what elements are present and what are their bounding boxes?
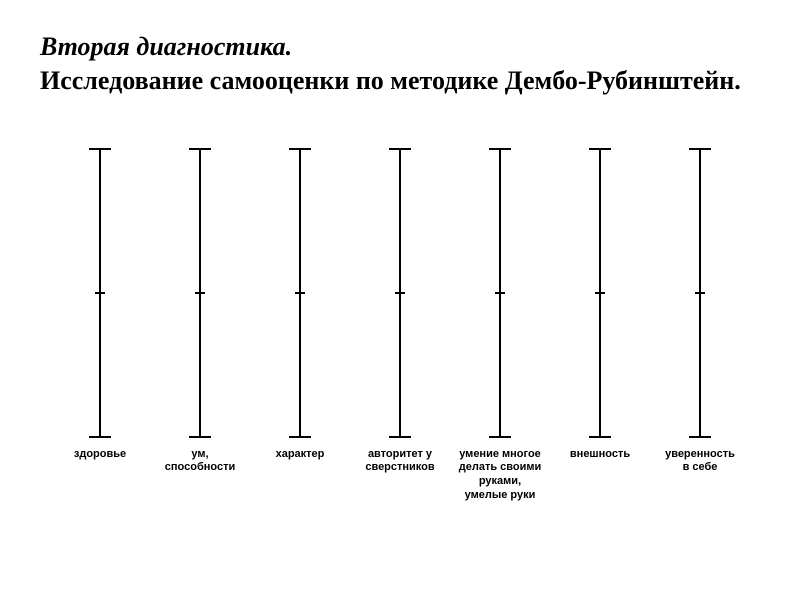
title-line-1: Вторая диагностика. bbox=[40, 30, 760, 64]
scale-cap-top bbox=[289, 148, 311, 150]
scale-midtick bbox=[395, 292, 405, 294]
scale-label-2: характер bbox=[250, 448, 350, 462]
scale-line-2 bbox=[285, 148, 315, 438]
scale-line-1 bbox=[185, 148, 215, 438]
scale-cap-bottom bbox=[289, 436, 311, 438]
scale-cap-bottom bbox=[489, 436, 511, 438]
scale-item-4: умение многоеделать своимируками,умелые … bbox=[450, 148, 550, 503]
scale-cap-bottom bbox=[589, 436, 611, 438]
scale-cap-top bbox=[89, 148, 111, 150]
scale-line-6 bbox=[685, 148, 715, 438]
scale-midtick bbox=[495, 292, 505, 294]
scale-midtick bbox=[195, 292, 205, 294]
scale-cap-top bbox=[389, 148, 411, 150]
scale-item-3: авторитет усверстников bbox=[350, 148, 450, 476]
scale-cap-top bbox=[589, 148, 611, 150]
scale-line-0 bbox=[85, 148, 115, 438]
scale-cap-bottom bbox=[689, 436, 711, 438]
scale-midtick bbox=[695, 292, 705, 294]
scale-label-1: ум,способности bbox=[150, 448, 250, 476]
scale-label-3: авторитет усверстников bbox=[350, 448, 450, 476]
scale-cap-bottom bbox=[389, 436, 411, 438]
scale-line-4 bbox=[485, 148, 515, 438]
title-line-2: Исследование самооценки по методике Демб… bbox=[40, 64, 760, 98]
scale-item-1: ум,способности bbox=[150, 148, 250, 476]
scale-midtick bbox=[295, 292, 305, 294]
scale-cap-bottom bbox=[89, 436, 111, 438]
scale-midtick bbox=[595, 292, 605, 294]
scale-label-6: уверенностьв себе bbox=[650, 448, 750, 476]
scale-item-0: здоровье bbox=[50, 148, 150, 462]
scale-cap-top bbox=[489, 148, 511, 150]
scale-cap-top bbox=[689, 148, 711, 150]
scale-label-0: здоровье bbox=[50, 448, 150, 462]
scale-cap-bottom bbox=[189, 436, 211, 438]
scale-label-5: внешность bbox=[550, 448, 650, 462]
scale-label-4: умение многоеделать своимируками,умелые … bbox=[450, 448, 550, 503]
scale-line-3 bbox=[385, 148, 415, 438]
scale-line-5 bbox=[585, 148, 615, 438]
scale-item-2: характер bbox=[250, 148, 350, 462]
scale-cap-top bbox=[189, 148, 211, 150]
scale-midtick bbox=[95, 292, 105, 294]
scales-container: здоровьеум,способностихарактеравторитет … bbox=[40, 148, 760, 503]
scale-item-5: внешность bbox=[550, 148, 650, 462]
scale-item-6: уверенностьв себе bbox=[650, 148, 750, 476]
title-block: Вторая диагностика. Исследование самооце… bbox=[40, 30, 760, 98]
